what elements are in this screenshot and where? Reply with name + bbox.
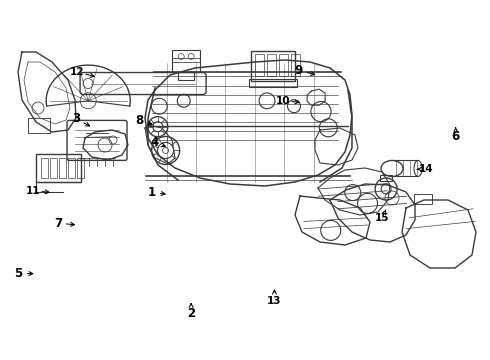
- Bar: [414, 194, 432, 204]
- Bar: [279, 54, 289, 76]
- Bar: [28, 118, 50, 133]
- Bar: [50, 158, 57, 179]
- Bar: [68, 158, 75, 179]
- Bar: [251, 51, 295, 81]
- Bar: [178, 72, 194, 81]
- Text: 10: 10: [276, 96, 291, 106]
- Bar: [41, 158, 48, 179]
- Bar: [59, 158, 66, 179]
- Text: 7: 7: [54, 217, 62, 230]
- Bar: [172, 50, 200, 72]
- Text: 3: 3: [72, 112, 80, 125]
- Bar: [255, 54, 265, 76]
- Text: 13: 13: [267, 296, 282, 306]
- Text: 8: 8: [136, 114, 144, 127]
- Bar: [36, 154, 81, 183]
- Text: 1: 1: [148, 186, 156, 199]
- Text: 2: 2: [187, 307, 195, 320]
- Text: 11: 11: [26, 186, 41, 196]
- Text: 4: 4: [150, 136, 158, 149]
- Bar: [249, 79, 297, 87]
- Text: 12: 12: [70, 67, 85, 77]
- Text: 6: 6: [452, 130, 460, 143]
- Text: 15: 15: [375, 213, 390, 223]
- Text: 14: 14: [419, 164, 434, 174]
- Bar: [380, 175, 392, 181]
- Text: 5: 5: [15, 267, 23, 280]
- Bar: [77, 158, 84, 179]
- Text: 9: 9: [295, 64, 303, 77]
- Bar: [268, 54, 276, 76]
- Bar: [292, 54, 300, 76]
